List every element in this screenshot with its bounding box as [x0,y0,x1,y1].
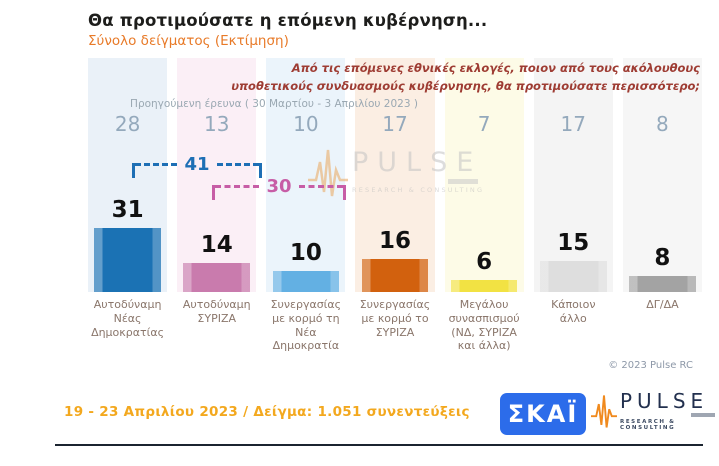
previous-value: 13 [203,112,230,136]
bracket-right-stub [343,185,346,200]
previous-value: 7 [477,112,491,136]
watermark-bar [448,178,479,184]
previous-value: 28 [114,112,141,136]
fieldwork-details: 19 - 23 Απριλίου 2023 / Δείγμα: 1.051 συ… [64,404,470,420]
pulse-logo-wordmark: PULSE [619,389,709,413]
bar-chart: 28 31 13 14 10 10 17 16 7 6 17 15 8 8 Απ… [88,58,702,292]
current-value: 8 [654,245,671,271]
bracket-sum-value: 41 [184,154,210,175]
chart-column: 8 8 [622,58,702,292]
category-label: ΔΓ/ΔΑ [646,298,679,311]
syriza-sum-bracket: 30 [212,178,346,200]
bar [94,228,161,292]
bar [183,263,250,292]
pulse-logo: PULSE RESEARCH & CONSULTING [591,389,719,433]
watermark-caption: RESEARCH & CONSULTING [352,185,485,194]
footer-divider-line [55,444,703,446]
bracket-dash [215,185,260,188]
bracket-sum-value: 30 [266,176,292,197]
bracket-dash [298,185,343,188]
category-label: Μεγάλου συνασπισμού (ΝΔ, ΣΥΡΙΖΑ και άλλα… [448,298,520,353]
bar [540,261,607,292]
bar [361,259,429,292]
bar [450,280,518,292]
pulse-waveform-icon [591,395,617,428]
nd-sum-bracket: 41 [132,156,262,178]
previous-survey-label: Προηγούμενη έρευνα ( 30 Μαρτίου - 3 Απρι… [130,98,418,110]
pulse-waveform-icon [308,149,348,197]
category-label: Αυτοδύναμη Νέας Δημοκρατίας [91,298,165,339]
category-label: Συνεργασίας με κορμό τη Νέα Δημοκρατία [270,298,342,353]
chart-column: 13 14 [177,58,257,292]
previous-value: 17 [382,112,408,136]
page-subtitle: Σύνολο δείγματος (Εκτίμηση) [88,33,289,49]
previous-value: 17 [560,112,586,136]
bracket-dash [216,163,259,166]
watermark-wordmark: PULSE [352,146,483,178]
current-value: 31 [111,197,144,223]
chart-column: 28 31 [88,58,168,292]
chart-column: 17 15 [533,58,613,292]
current-value: 14 [200,232,233,258]
category-labels: Αυτοδύναμη Νέας Δημοκρατίας Αυτοδύναμη Σ… [88,298,702,353]
current-value: 15 [557,230,590,256]
current-value: 6 [476,249,493,275]
pulse-logo-bar [691,413,715,417]
pulse-watermark: PULSE RESEARCH & CONSULTING [308,142,484,200]
category-label: Αυτοδύναμη ΣΥΡΙΖΑ [182,298,251,325]
current-value: 16 [378,228,411,254]
chart-column: 10 10 [266,58,346,292]
current-value: 10 [289,240,322,266]
bar [272,271,340,292]
bracket-left-stub [212,185,215,200]
previous-value: 8 [656,112,669,136]
chart-column: 7 6 [444,58,524,292]
previous-value: 10 [293,112,319,136]
page-title: Θα προτιμούσατε η επόμενη κυβέρνηση... [88,11,488,30]
bracket-left-stub [132,163,135,178]
bracket-dash [135,163,178,166]
survey-question: Από τις επόμενες εθνικές εκλογές, ποιον … [231,61,700,93]
skai-logo: ΣΚΑΪ [500,393,586,435]
bar [629,276,696,292]
category-label: Συνεργασίας με κορμό το ΣΥΡΙΖΑ [359,298,431,339]
pulse-logo-caption: RESEARCH & CONSULTING [619,419,676,431]
category-label: Κάποιον άλλο [551,298,596,325]
bracket-right-stub [259,163,262,178]
skai-logo-text: ΣΚΑΪ [507,400,579,428]
chart-column: 17 16 [355,58,435,292]
copyright-note: © 2023 Pulse RC [608,360,693,371]
